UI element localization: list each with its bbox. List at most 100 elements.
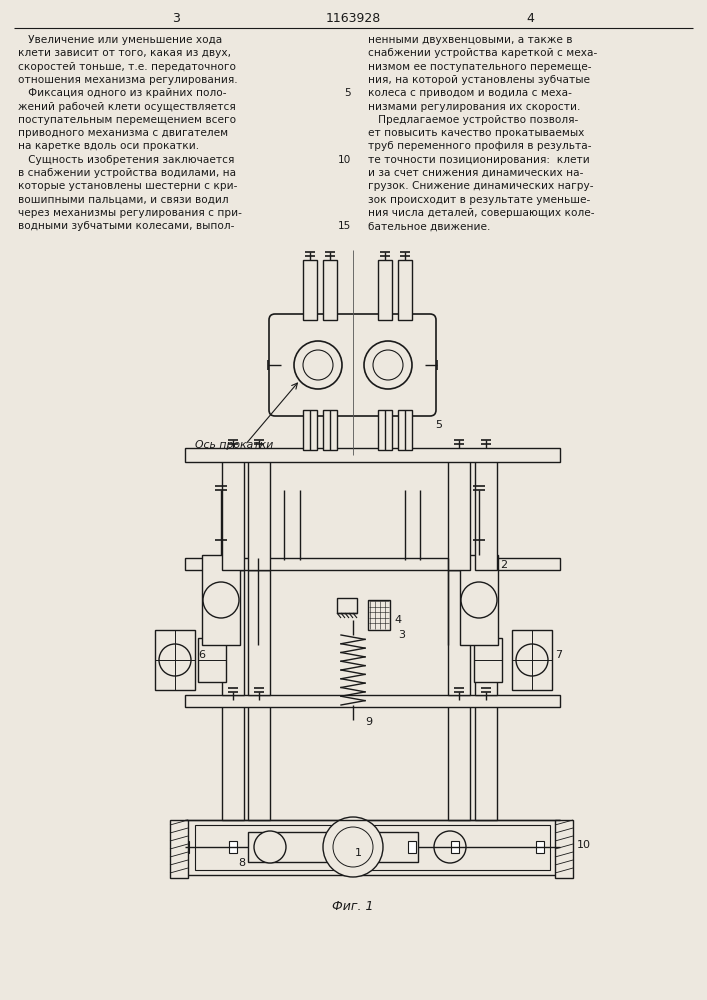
Bar bbox=[248, 570, 270, 695]
Text: 15: 15 bbox=[338, 221, 351, 231]
Text: ния, на которой установлены зубчатые: ния, на которой установлены зубчатые bbox=[368, 75, 590, 85]
Text: 10: 10 bbox=[338, 155, 351, 165]
Text: водными зубчатыми колесами, выпол-: водными зубчатыми колесами, выпол- bbox=[18, 221, 235, 231]
Text: ненными двухвенцовыми, а также в: ненными двухвенцовыми, а также в bbox=[368, 35, 573, 45]
Circle shape bbox=[159, 644, 191, 676]
Text: Ось прокатки: Ось прокатки bbox=[195, 440, 274, 450]
Bar bbox=[408, 841, 416, 853]
Bar bbox=[155, 630, 195, 690]
Text: на каретке вдоль оси прокатки.: на каретке вдоль оси прокатки. bbox=[18, 141, 199, 151]
Bar bbox=[475, 570, 497, 695]
Text: 5: 5 bbox=[435, 420, 442, 430]
Bar bbox=[202, 555, 240, 645]
Text: 1163928: 1163928 bbox=[325, 12, 380, 25]
Bar bbox=[185, 448, 560, 462]
Circle shape bbox=[516, 644, 548, 676]
Bar bbox=[185, 558, 560, 570]
Bar bbox=[303, 260, 317, 320]
Bar bbox=[475, 460, 497, 570]
Text: 3: 3 bbox=[398, 630, 405, 640]
Text: отношения механизма регулирования.: отношения механизма регулирования. bbox=[18, 75, 238, 85]
Text: Сущность изобретения заключается: Сущность изобретения заключается bbox=[18, 155, 235, 165]
Text: ния числа деталей, совершающих коле-: ния числа деталей, совершающих коле- bbox=[368, 208, 595, 218]
Circle shape bbox=[373, 350, 403, 380]
Text: 9: 9 bbox=[365, 717, 372, 727]
Bar bbox=[170, 820, 188, 878]
Text: клети зависит от того, какая из двух,: клети зависит от того, какая из двух, bbox=[18, 48, 231, 58]
Bar bbox=[222, 700, 244, 820]
Bar bbox=[536, 841, 544, 853]
Bar bbox=[323, 260, 337, 320]
Text: те точности позиционирования:  клети: те точности позиционирования: клети bbox=[368, 155, 590, 165]
Text: и за счет снижения динамических на-: и за счет снижения динамических на- bbox=[368, 168, 583, 178]
Bar bbox=[398, 410, 412, 450]
Text: низмом ее поступательного перемеще-: низмом ее поступательного перемеще- bbox=[368, 62, 592, 72]
Text: жений рабочей клети осуществляется: жений рабочей клети осуществляется bbox=[18, 102, 235, 111]
Circle shape bbox=[203, 582, 239, 618]
Bar bbox=[181, 841, 189, 853]
Text: зок происходит в результате уменьше-: зок происходит в результате уменьше- bbox=[368, 195, 590, 205]
Circle shape bbox=[254, 831, 286, 863]
Text: низмами регулирования их скорости.: низмами регулирования их скорости. bbox=[368, 102, 580, 111]
Bar bbox=[185, 820, 560, 875]
Text: приводного механизма с двигателем: приводного механизма с двигателем bbox=[18, 128, 228, 138]
Text: Увеличение или уменьшение хода: Увеличение или уменьшение хода bbox=[18, 35, 222, 45]
Bar bbox=[248, 832, 418, 862]
Circle shape bbox=[434, 831, 466, 863]
Circle shape bbox=[294, 341, 342, 389]
Circle shape bbox=[323, 817, 383, 877]
Text: 3: 3 bbox=[172, 12, 180, 25]
Circle shape bbox=[303, 350, 333, 380]
Bar bbox=[303, 410, 317, 450]
Bar bbox=[451, 841, 459, 853]
Bar bbox=[475, 700, 497, 820]
Text: 10: 10 bbox=[577, 840, 591, 850]
Bar bbox=[398, 260, 412, 320]
Text: бательное движение.: бательное движение. bbox=[368, 221, 491, 231]
Text: 1: 1 bbox=[355, 848, 362, 858]
Text: ет повысить качество прокатываемых: ет повысить качество прокатываемых bbox=[368, 128, 585, 138]
Text: в снабжении устройства водилами, на: в снабжении устройства водилами, на bbox=[18, 168, 236, 178]
Text: труб переменного профиля в результа-: труб переменного профиля в результа- bbox=[368, 141, 592, 151]
Text: 8: 8 bbox=[238, 858, 245, 868]
Text: снабжении устройства кареткой с меха-: снабжении устройства кареткой с меха- bbox=[368, 48, 597, 58]
Bar bbox=[378, 260, 392, 320]
Text: колеса с приводом и водила с меха-: колеса с приводом и водила с меха- bbox=[368, 88, 572, 98]
Bar bbox=[198, 638, 226, 682]
Bar bbox=[512, 630, 552, 690]
Text: через механизмы регулирования с при-: через механизмы регулирования с при- bbox=[18, 208, 242, 218]
Text: 4: 4 bbox=[526, 12, 534, 25]
Bar bbox=[474, 638, 502, 682]
Bar bbox=[185, 695, 560, 707]
Bar bbox=[248, 700, 270, 820]
Bar bbox=[323, 410, 337, 450]
Bar bbox=[448, 700, 470, 820]
Text: скоростей тоньше, т.е. передаточного: скоростей тоньше, т.е. передаточного bbox=[18, 62, 236, 72]
Text: 5: 5 bbox=[344, 88, 351, 98]
Bar bbox=[195, 825, 550, 870]
Bar bbox=[448, 570, 470, 695]
Bar bbox=[555, 820, 573, 878]
Text: Предлагаемое устройство позволя-: Предлагаемое устройство позволя- bbox=[368, 115, 578, 125]
Circle shape bbox=[461, 582, 497, 618]
Text: поступательным перемещением всего: поступательным перемещением всего bbox=[18, 115, 236, 125]
Bar bbox=[448, 460, 470, 570]
FancyBboxPatch shape bbox=[269, 314, 436, 416]
Text: 7: 7 bbox=[555, 650, 562, 660]
Text: которые установлены шестерни с кри-: которые установлены шестерни с кри- bbox=[18, 181, 238, 191]
Bar bbox=[378, 410, 392, 450]
Text: Фиг. 1: Фиг. 1 bbox=[332, 900, 374, 913]
Text: 2: 2 bbox=[500, 560, 507, 570]
Text: 6: 6 bbox=[198, 650, 205, 660]
Bar bbox=[222, 570, 244, 695]
Text: грузок. Снижение динамических нагру-: грузок. Снижение динамических нагру- bbox=[368, 181, 593, 191]
Bar bbox=[368, 600, 390, 630]
Text: вошипными пальцами, и связи водил: вошипными пальцами, и связи водил bbox=[18, 195, 228, 205]
Text: 4: 4 bbox=[394, 615, 401, 625]
Text: Фиксация одного из крайних поло-: Фиксация одного из крайних поло- bbox=[18, 88, 226, 98]
Bar bbox=[229, 841, 237, 853]
Circle shape bbox=[364, 341, 412, 389]
Bar bbox=[337, 598, 357, 613]
Bar bbox=[460, 555, 498, 645]
Circle shape bbox=[333, 827, 373, 867]
